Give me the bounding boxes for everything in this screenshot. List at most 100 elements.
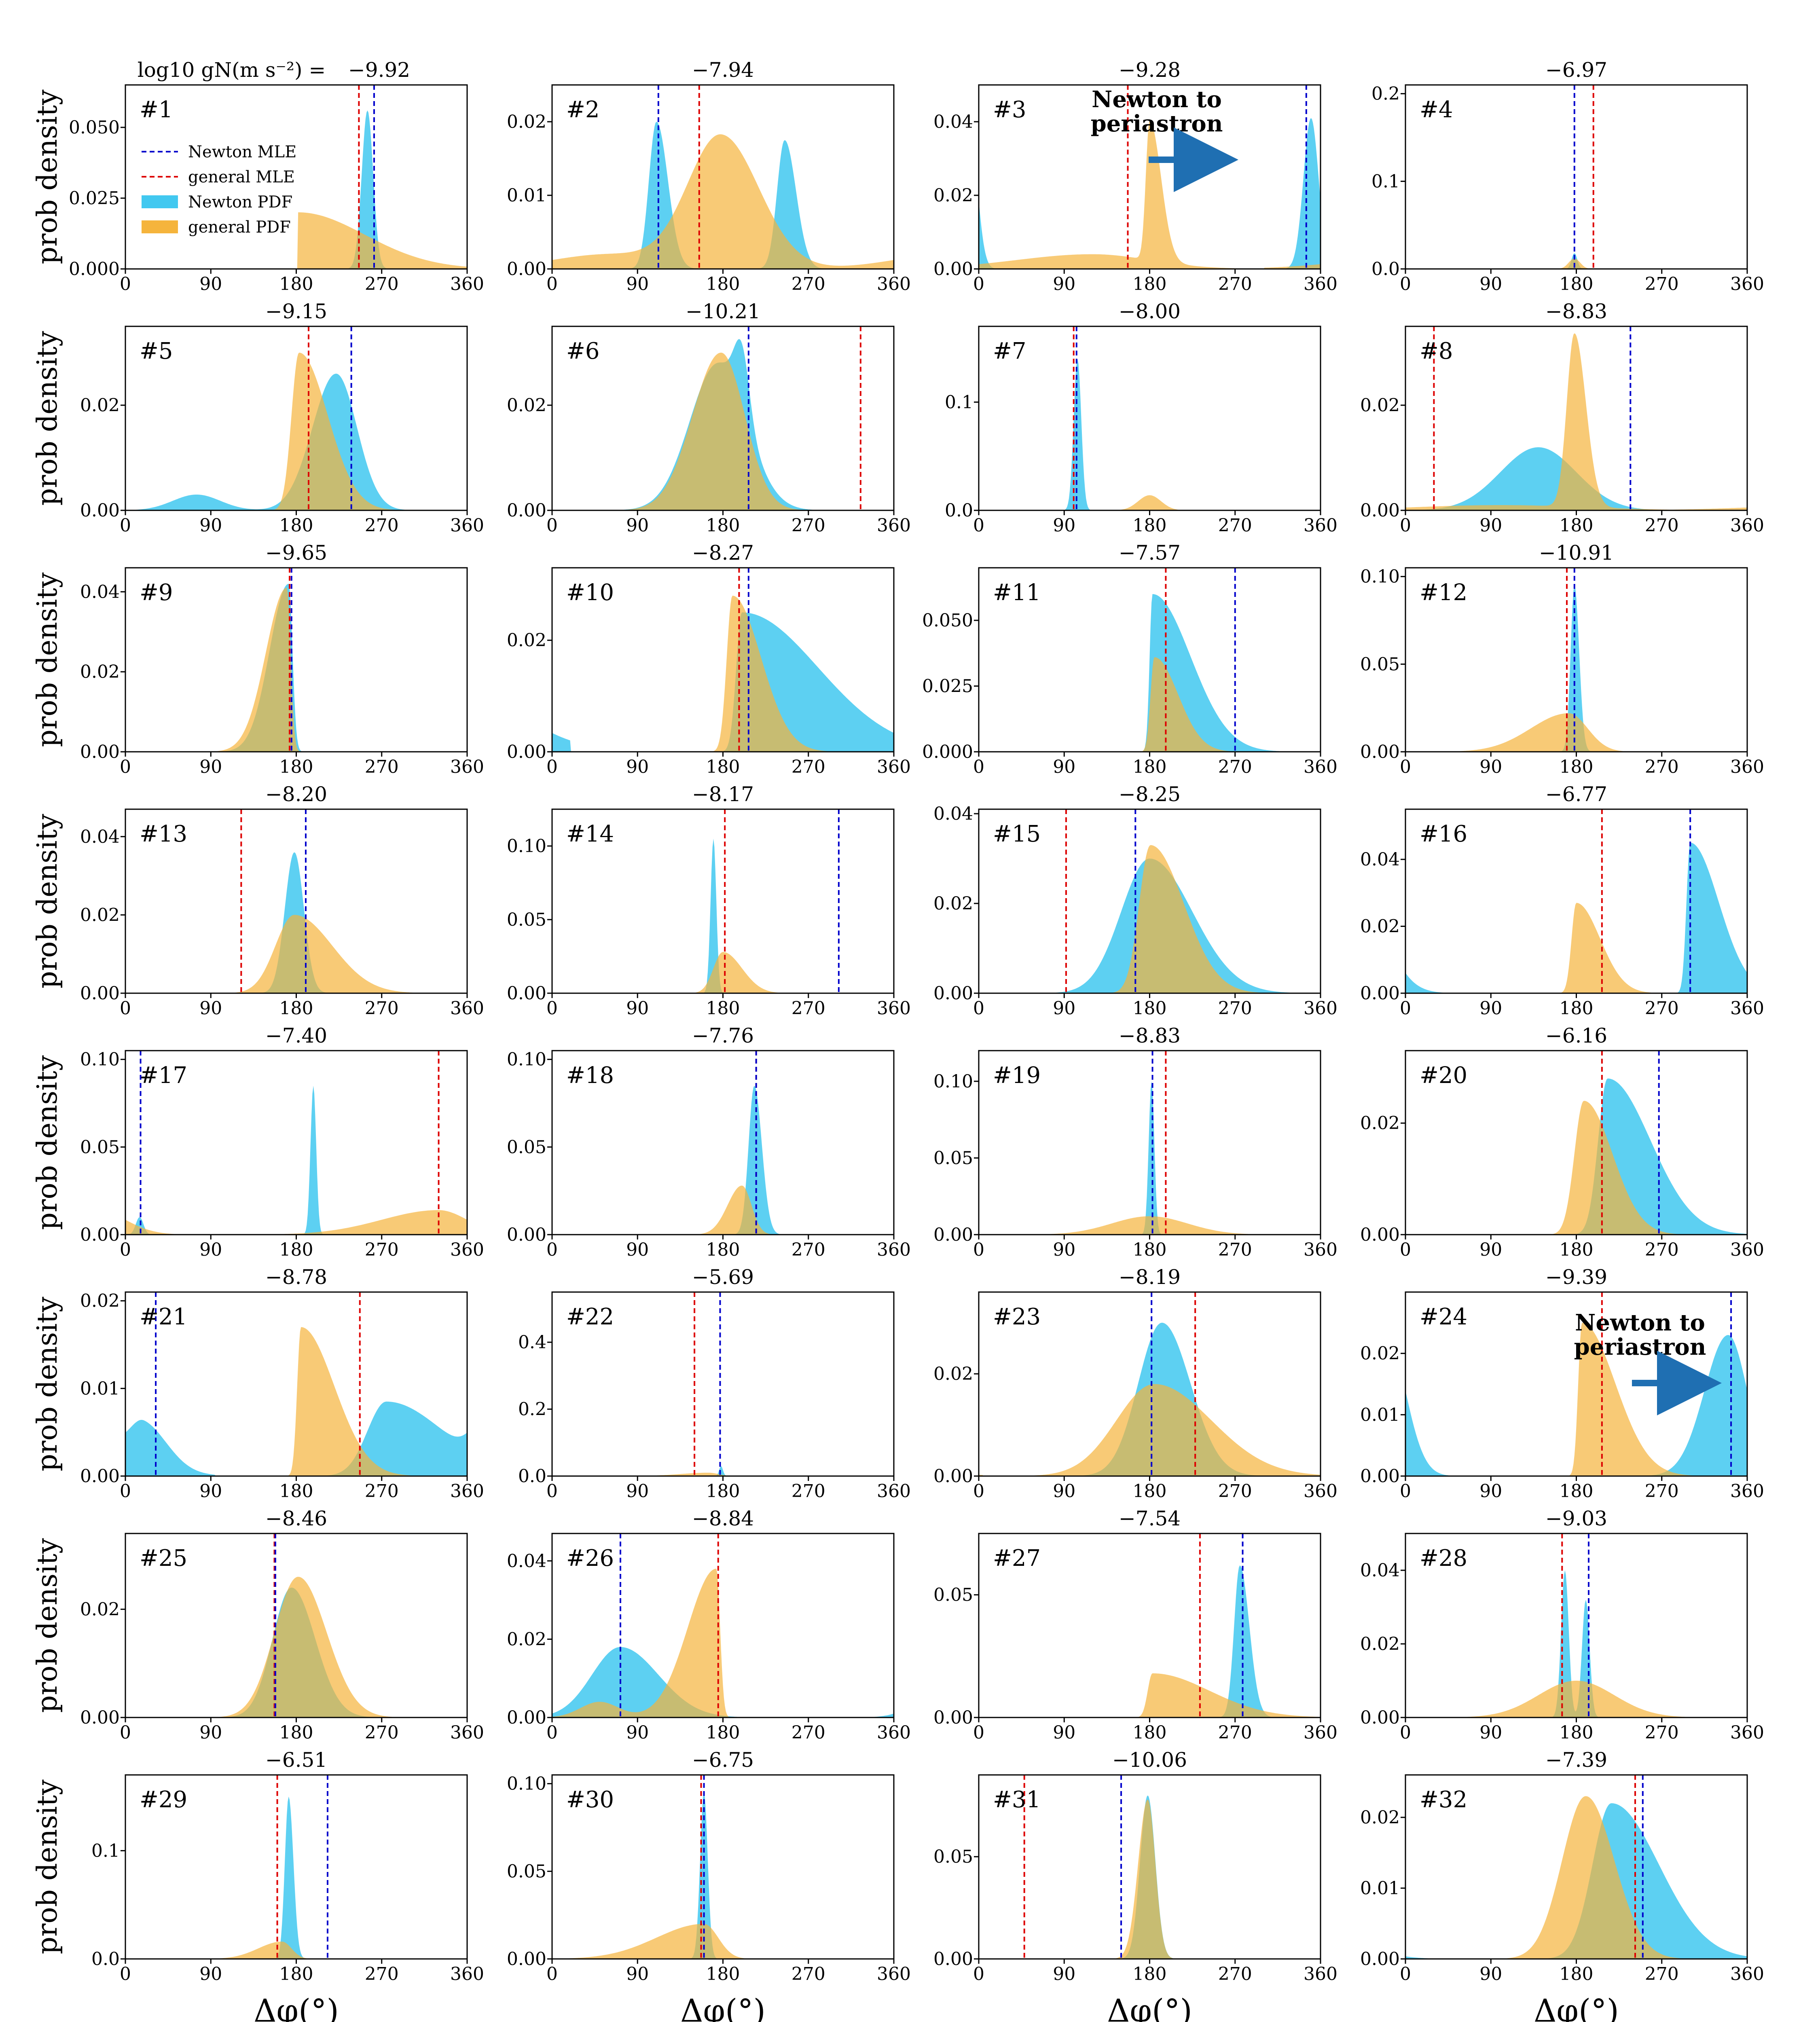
panel-id: #25	[140, 1545, 187, 1571]
header-value: −8.17	[692, 783, 754, 806]
header-value: −10.21	[686, 300, 760, 323]
header-value: −5.69	[692, 1265, 754, 1289]
panel-id: #13	[140, 821, 187, 847]
x-tick-label: 360	[1304, 757, 1337, 777]
x-axis-label: Δφ(°)	[254, 1993, 339, 2022]
header-value: −9.28	[1119, 58, 1181, 82]
y-tick-label: 0.10	[507, 836, 546, 857]
general-pdf	[125, 915, 467, 993]
general-pdf	[1405, 903, 1747, 993]
x-tick-label: 90	[199, 515, 222, 536]
y-tick-label: 0.1	[945, 392, 973, 412]
x-tick-label: 0	[546, 1964, 558, 1984]
general-pdf	[125, 1942, 467, 1959]
x-tick-label: 90	[1479, 274, 1502, 294]
header-value: −9.65	[265, 541, 327, 565]
general-pdf	[125, 1577, 467, 1717]
x-tick-label: 180	[1560, 757, 1594, 777]
panel-22: 0 90 180 270 360 0.0 0.2 0.4 #22 −5.69	[518, 1265, 911, 1502]
x-tick-label: 0	[1400, 757, 1411, 777]
x-tick-label: 0	[546, 1722, 558, 1743]
header-value: −10.06	[1112, 1748, 1187, 1772]
newton-pdf	[1405, 1803, 1747, 1959]
y-tick-label: 0.02	[1360, 1113, 1400, 1134]
panel-id: #9	[140, 580, 173, 606]
newton-pdf	[552, 1792, 894, 1959]
panel-id: #8	[1420, 338, 1453, 364]
x-tick-label: 90	[199, 757, 222, 777]
y-tick-label: 0.0	[91, 1949, 120, 1969]
x-tick-label: 360	[877, 1964, 911, 1984]
y-axis-label: prob density	[32, 1297, 63, 1472]
y-tick-label: 0.00	[80, 1225, 120, 1245]
x-tick-label: 0	[1400, 515, 1411, 536]
header-value: −8.83	[1119, 1024, 1181, 1047]
x-tick-label: 180	[706, 998, 740, 1019]
general-pdf	[552, 1185, 894, 1235]
x-tick-label: 0	[1400, 998, 1411, 1019]
y-tick-label: 0.4	[518, 1332, 546, 1353]
panel-21: 0 90 180 270 360 0.00 0.01 0.02 #21 −8.78 prob den…	[32, 1265, 484, 1502]
annotation-line1: Newton to	[1575, 1309, 1705, 1336]
x-tick-label: 360	[1304, 515, 1337, 536]
x-tick-label: 360	[450, 998, 484, 1019]
panel-id: #12	[1420, 580, 1467, 606]
x-tick-label: 360	[450, 1964, 484, 1984]
y-tick-label: 0.02	[507, 395, 546, 416]
general-pdf	[125, 588, 467, 752]
panel-id: #24	[1420, 1304, 1467, 1330]
x-tick-label: 360	[450, 1481, 484, 1502]
x-tick-label: 90	[1479, 515, 1502, 536]
x-tick-label: 0	[120, 1239, 131, 1260]
x-tick-label: 0	[973, 1239, 984, 1260]
newton-pdf	[125, 1796, 467, 1959]
general-pdf	[1405, 258, 1747, 269]
x-tick-label: 0	[120, 1481, 131, 1502]
panel-29: 0 90 180 270 360 0.0 0.1 #29 −6.51 prob density Δφ…	[32, 1748, 484, 2022]
x-tick-label: 360	[450, 515, 484, 536]
y-tick-label: 0.04	[933, 804, 973, 824]
x-tick-label: 90	[626, 1239, 649, 1260]
y-tick-label: 0.01	[1360, 1878, 1400, 1899]
x-tick-label: 270	[1645, 515, 1679, 536]
x-tick-label: 180	[706, 1239, 740, 1260]
x-tick-label: 360	[1730, 515, 1764, 536]
newton-pdf	[552, 1085, 894, 1235]
x-tick-label: 180	[279, 1964, 313, 1984]
general-pdf	[125, 1210, 467, 1235]
general-pdf	[979, 845, 1321, 993]
x-tick-label: 90	[626, 998, 649, 1019]
y-tick-label: 0.02	[933, 1364, 973, 1384]
x-tick-label: 360	[877, 998, 911, 1019]
panel-id: #10	[566, 580, 614, 606]
x-tick-label: 270	[1645, 998, 1679, 1019]
x-tick-label: 270	[365, 757, 399, 777]
y-tick-label: 0.00	[507, 500, 546, 521]
x-tick-label: 90	[199, 274, 222, 294]
newton-pdf	[979, 594, 1321, 752]
x-axis-label: Δφ(°)	[680, 1993, 766, 2022]
y-tick-label: 0.00	[933, 1949, 973, 1969]
x-tick-label: 360	[877, 1239, 911, 1260]
legend-general-mle: general MLE	[188, 168, 295, 186]
newton-pdf	[979, 359, 1321, 510]
general-pdf	[1405, 1796, 1747, 1959]
x-tick-label: 180	[1133, 998, 1167, 1019]
general-pdf	[552, 1472, 894, 1476]
panel-id: #26	[566, 1545, 614, 1571]
axes-frame	[125, 567, 468, 753]
x-tick-label: 270	[365, 1964, 399, 1984]
x-tick-label: 180	[1133, 1481, 1167, 1502]
x-tick-label: 90	[1479, 1722, 1502, 1743]
panel-7: 0 90 180 270 360 0.0 0.1 #7 −8.00	[945, 300, 1337, 536]
y-tick-label: 0.02	[80, 905, 120, 925]
panel-id: #5	[140, 338, 173, 364]
header-value: −9.92	[348, 58, 410, 82]
legend-newton-pdf-swatch	[142, 195, 178, 208]
x-tick-label: 180	[1560, 1481, 1594, 1502]
x-tick-label: 270	[1218, 1964, 1252, 1984]
x-tick-label: 270	[791, 998, 825, 1019]
header-value: −6.16	[1545, 1024, 1607, 1047]
general-pdf	[979, 495, 1321, 510]
general-pdf	[1405, 1101, 1747, 1235]
